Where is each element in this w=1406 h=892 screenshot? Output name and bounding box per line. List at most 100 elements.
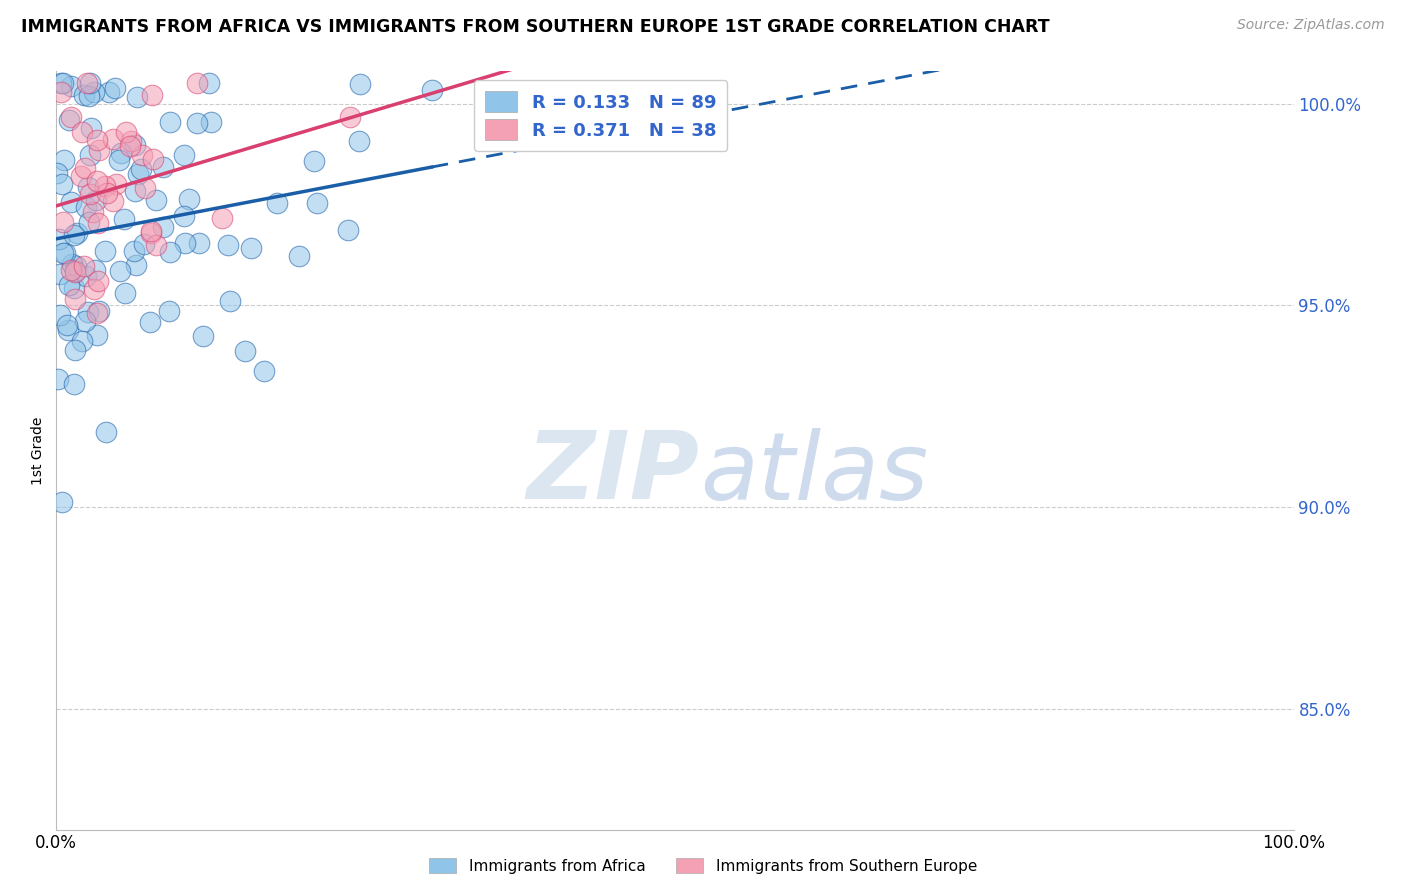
Text: atlas: atlas <box>700 427 928 519</box>
Point <box>104 177 127 191</box>
Point <box>288 249 311 263</box>
Point <box>62 281 84 295</box>
Point <box>200 115 222 129</box>
Point <box>83 282 105 296</box>
Point <box>60 110 83 124</box>
Point <box>79 187 101 202</box>
Point <box>302 154 325 169</box>
Point <box>56 318 79 332</box>
Point <box>48 232 70 246</box>
Point <box>58 278 80 293</box>
Point <box>120 139 142 153</box>
Point <box>77 89 100 103</box>
Text: Source: ZipAtlas.com: Source: ZipAtlas.com <box>1237 18 1385 32</box>
Point <box>63 343 86 357</box>
Point <box>70 169 93 183</box>
Point <box>124 184 146 198</box>
Point <box>240 241 263 255</box>
Point <box>127 90 149 104</box>
Point <box>145 238 167 252</box>
Point <box>45 166 67 180</box>
Point <box>125 258 148 272</box>
Point <box>108 264 131 278</box>
Point <box>139 227 162 241</box>
Point <box>58 113 80 128</box>
Point <box>49 308 72 322</box>
Point <box>337 223 360 237</box>
Point <box>53 246 76 260</box>
Point <box>219 294 242 309</box>
Point <box>65 259 87 273</box>
Point <box>94 244 117 258</box>
Point <box>86 327 108 342</box>
Point <box>139 315 162 329</box>
Point <box>305 196 328 211</box>
Point <box>86 306 108 320</box>
Point <box>76 304 98 318</box>
Point <box>59 194 82 209</box>
Point <box>65 264 87 278</box>
Point <box>63 227 86 242</box>
Legend: Immigrants from Africa, Immigrants from Southern Europe: Immigrants from Africa, Immigrants from … <box>423 852 983 880</box>
Point <box>46 372 69 386</box>
Point <box>157 303 180 318</box>
Point <box>52 77 75 91</box>
Point <box>145 193 167 207</box>
Point <box>420 82 443 96</box>
Point <box>253 364 276 378</box>
Point <box>266 195 288 210</box>
Point <box>79 148 101 162</box>
Point <box>173 148 195 162</box>
Point <box>62 377 84 392</box>
Point <box>86 133 108 147</box>
Point <box>96 186 118 201</box>
Point <box>56 323 79 337</box>
Point <box>75 200 97 214</box>
Point <box>122 244 145 258</box>
Point <box>152 219 174 234</box>
Point <box>110 146 132 161</box>
Point <box>75 161 97 175</box>
Point <box>77 215 100 229</box>
Point <box>217 238 239 252</box>
Point <box>101 194 124 208</box>
Point <box>65 292 87 306</box>
Point <box>52 245 75 260</box>
Point <box>124 138 146 153</box>
Point <box>76 180 98 194</box>
Point <box>141 224 163 238</box>
Point <box>188 236 211 251</box>
Point <box>79 77 101 91</box>
Point <box>82 205 104 219</box>
Point <box>186 77 208 91</box>
Point <box>186 116 208 130</box>
Point <box>174 235 197 250</box>
Point <box>115 125 138 139</box>
Point <box>159 115 181 129</box>
Point <box>62 257 84 271</box>
Point <box>141 87 163 102</box>
Point <box>173 209 195 223</box>
Point <box>87 143 110 157</box>
Point <box>159 244 181 259</box>
Point <box>49 267 72 281</box>
Point <box>87 304 110 318</box>
Point <box>87 216 110 230</box>
Point <box>76 77 98 91</box>
Point <box>83 86 105 100</box>
Point <box>104 81 127 95</box>
Point <box>75 268 97 283</box>
Point <box>87 274 110 288</box>
Point <box>191 329 214 343</box>
Point <box>112 212 135 227</box>
Point <box>339 110 361 124</box>
Point <box>129 161 152 176</box>
Point <box>131 147 153 161</box>
Point <box>107 153 129 168</box>
Point <box>233 344 256 359</box>
Point <box>51 77 73 91</box>
Point <box>347 134 370 148</box>
Legend: R = 0.133   N = 89, R = 0.371   N = 38: R = 0.133 N = 89, R = 0.371 N = 38 <box>474 80 727 151</box>
Point <box>84 193 107 207</box>
Point <box>73 259 96 273</box>
